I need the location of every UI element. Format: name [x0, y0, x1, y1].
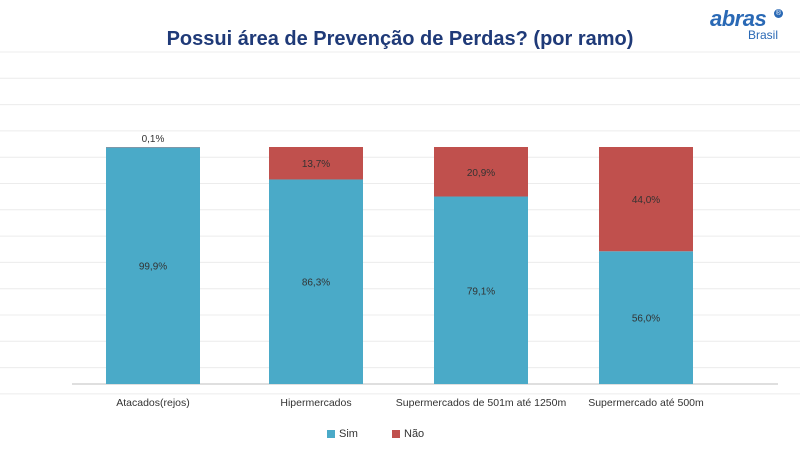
legend-swatch [392, 430, 400, 438]
bar-não-2 [434, 147, 528, 197]
bar-sim-0 [106, 147, 200, 384]
data-label: 44,0% [632, 195, 660, 206]
legend-label: Não [404, 428, 425, 440]
x-tick-label: Supermercados de 501m até 1250m [396, 397, 567, 409]
legend-item-sim: Sim [327, 428, 358, 440]
legend-swatch [327, 430, 335, 438]
x-tick-label: Supermercado até 500m [588, 397, 704, 409]
bar-não-3 [599, 147, 693, 252]
data-label: 56,0% [632, 314, 660, 325]
data-label: 0,1% [142, 134, 165, 145]
registered-mark-icon: ® [774, 9, 783, 18]
x-tick-label: Atacados(rejos) [116, 397, 190, 409]
x-tick-label: Hipermercados [280, 397, 351, 409]
legend-item-não: Não [392, 428, 424, 440]
bar-sim-2 [434, 196, 528, 384]
data-label: 86,3% [302, 278, 330, 289]
logo-subtext: Brasil [748, 28, 779, 42]
data-label: 79,1% [467, 286, 495, 297]
bar-não-1 [269, 147, 363, 180]
page-title: Possui área de Prevenção de Perdas? (por… [166, 28, 634, 50]
data-label: 13,7% [302, 159, 330, 170]
bar-sim-1 [269, 179, 363, 384]
legend: Sim Não [0, 428, 800, 444]
data-label: 20,9% [467, 168, 495, 179]
logo-text: abras [710, 6, 767, 31]
abras-logo: abras ® Brasil [706, 6, 792, 46]
legend-label: Sim [339, 428, 358, 440]
bar-sim-3 [599, 251, 693, 384]
data-label: 99,9% [139, 262, 167, 273]
